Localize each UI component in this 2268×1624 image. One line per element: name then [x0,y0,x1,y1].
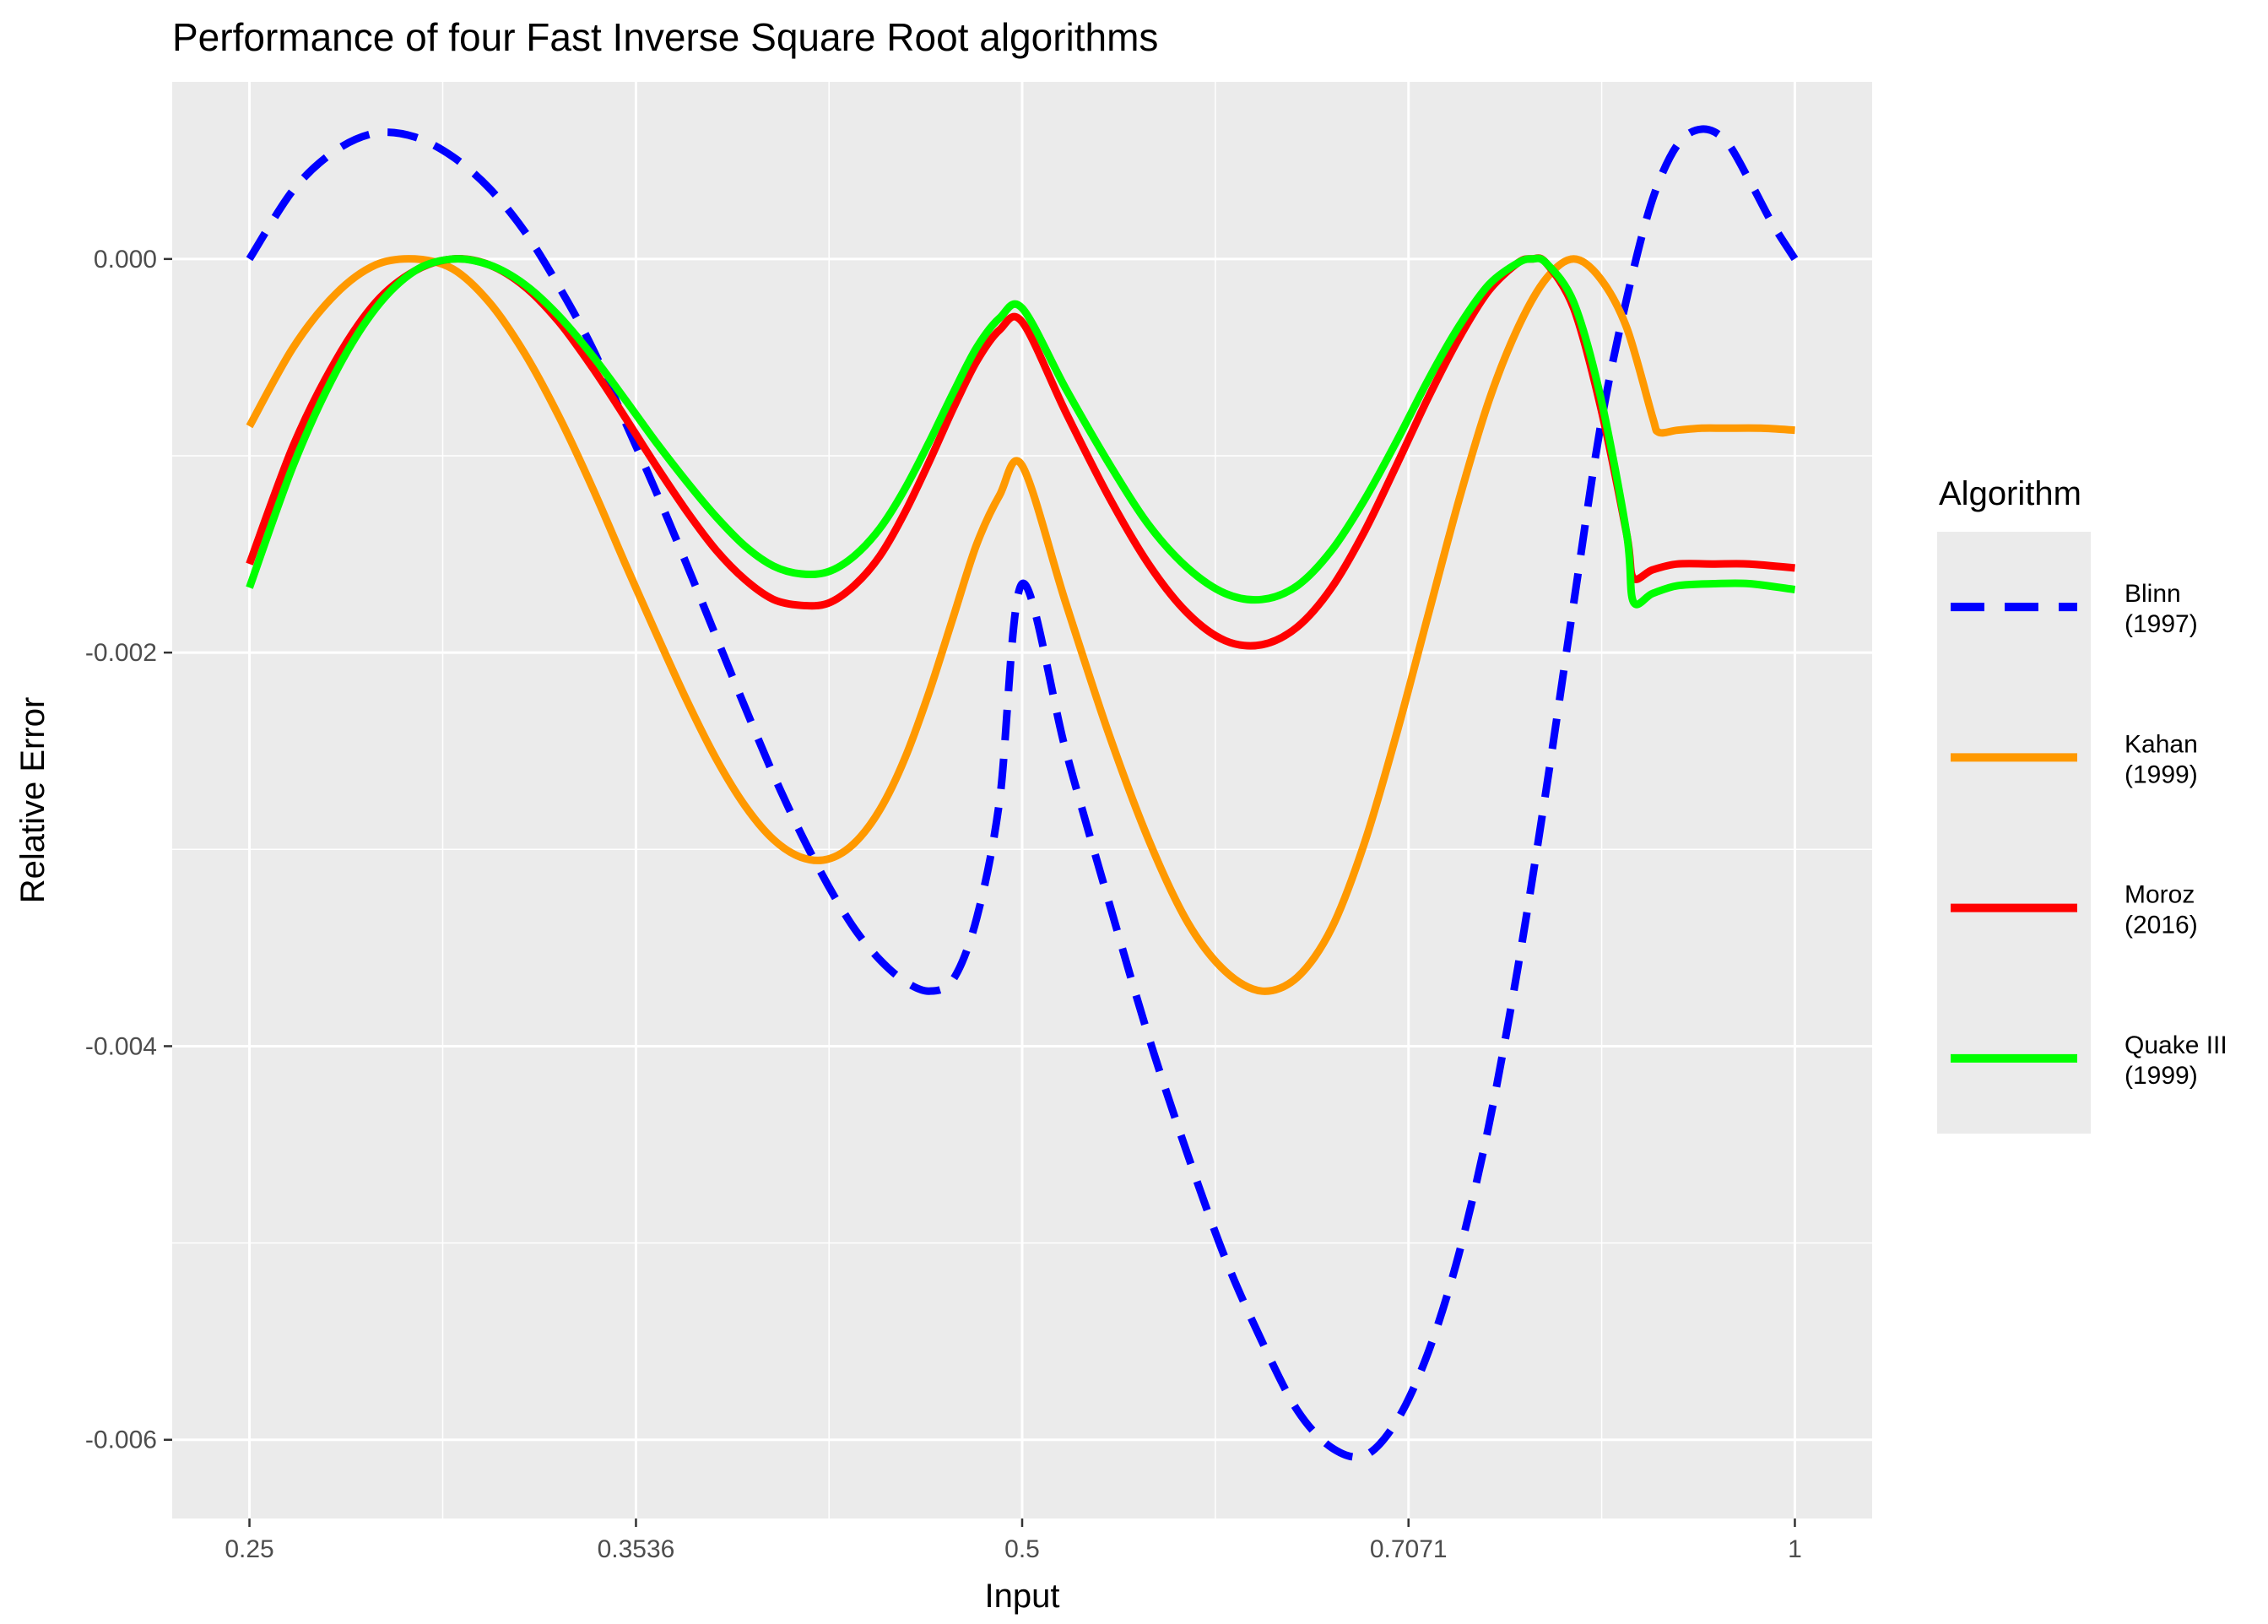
x-tick-label: 0.3536 [598,1535,675,1563]
y-axis-title: Relative Error [14,697,51,904]
y-tick-label: -0.002 [85,639,157,667]
legend-label-line: Blinn [2125,580,2181,608]
series-lines [246,125,1799,1461]
series-line-quake [246,254,1796,609]
x-tick-label: 0.5 [1004,1535,1040,1563]
legend-label-line: (1999) [2125,1062,2198,1090]
legend: Algorithm Blinn(1997) Kahan (1999) Moroz (20… [1937,475,2227,1134]
y-axis: 0.000 -0.002 -0.004 -0.006 [85,246,172,1454]
x-tick-label: 0.7071 [1370,1535,1448,1563]
series-line-kahan [246,255,1795,995]
y-tick-label: 0.000 [94,246,157,273]
x-tick-label: 1 [1788,1535,1802,1563]
legend-label-line: Quake III [2125,1031,2227,1059]
chart-title: Performance of four Fast Inverse Square … [172,15,1158,59]
legend-label-line: (2016) [2125,912,2198,939]
legend-label-line: (1999) [2125,761,2198,788]
legend-key-background [1937,532,2091,1134]
x-axis-title: Input [985,1578,1060,1615]
legend-label-line: (1997) [2125,610,2198,638]
x-tick-label: 0.25 [225,1535,273,1563]
legend-label-line: Kahan [2125,730,2198,758]
legend-title: Algorithm [1939,475,2081,512]
y-tick-label: -0.006 [85,1426,157,1454]
y-tick-label: -0.004 [85,1032,157,1060]
x-axis: 0.25 0.3536 0.5 0.7071 1 [225,1518,1802,1563]
legend-label-line: Moroz [2125,881,2195,909]
